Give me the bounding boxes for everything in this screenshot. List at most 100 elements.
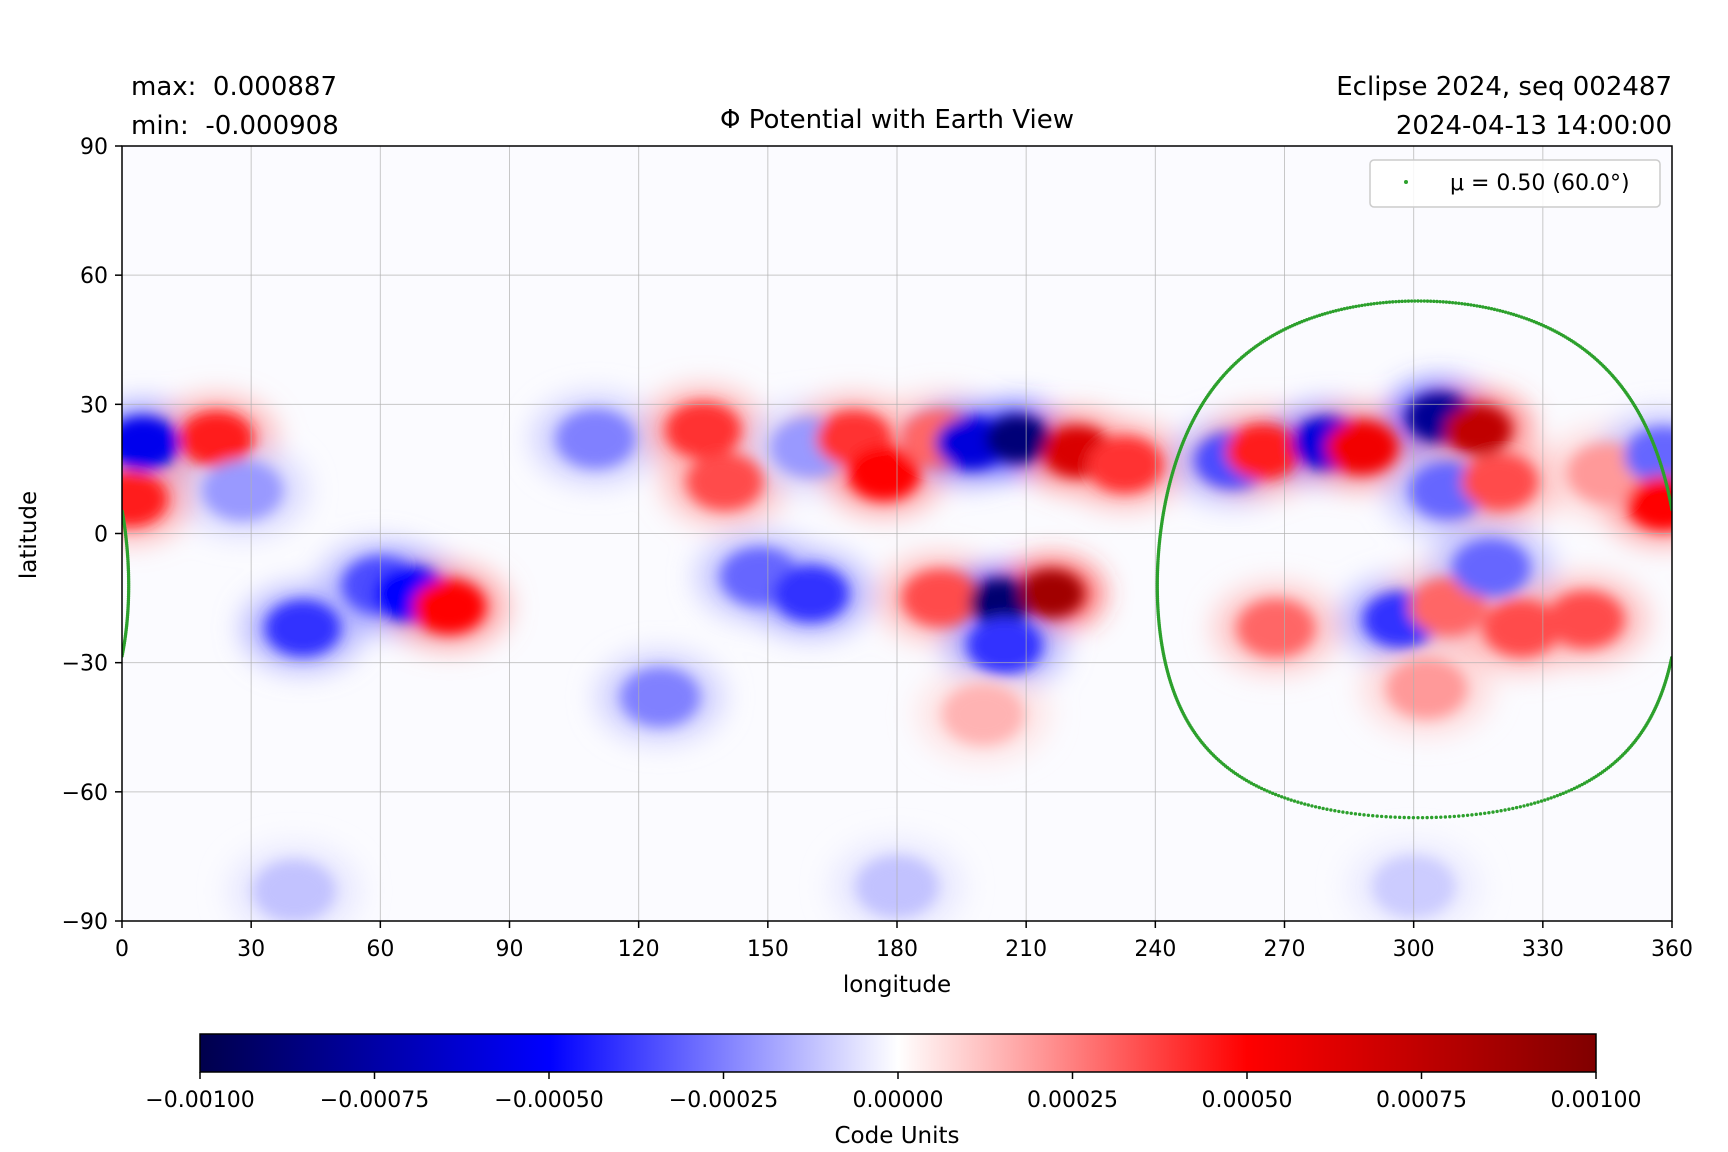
series-point [1337, 308, 1341, 312]
x-tick-label: 330 [1522, 937, 1564, 962]
series-point [1499, 809, 1503, 813]
series-point [1321, 806, 1325, 811]
series-point [1580, 782, 1584, 787]
heatmap-cell [1482, 599, 1560, 658]
series-point [1438, 299, 1442, 304]
heatmap-cell [620, 667, 701, 727]
series-point [1447, 300, 1452, 305]
series-point [1315, 314, 1319, 318]
heatmap-cell [122, 416, 180, 471]
series-point [1486, 306, 1491, 310]
x-tick-label: 240 [1134, 937, 1176, 962]
series-point [1461, 813, 1465, 818]
series-point [1279, 795, 1284, 799]
series-point [1303, 802, 1307, 806]
series-point [1409, 299, 1414, 303]
series-point [1413, 299, 1417, 303]
series-point [1394, 299, 1398, 304]
series-point [1460, 301, 1464, 306]
series-point [1475, 304, 1479, 308]
series-point [1420, 815, 1425, 820]
series-point [1561, 791, 1565, 796]
series-point [1425, 815, 1429, 820]
series-point [1507, 807, 1511, 811]
series-point [1325, 311, 1330, 315]
series-point [1432, 299, 1436, 304]
series-point [1546, 797, 1550, 801]
series-point [1466, 302, 1470, 307]
series-point [1390, 300, 1395, 304]
heatmap-cell [555, 408, 636, 469]
x-tick-label: 180 [876, 937, 918, 962]
heatmap-cell [968, 578, 1032, 626]
series-point [1333, 809, 1337, 813]
run-label: Eclipse 2024, seq 002487 [1336, 72, 1672, 102]
series-point [1286, 797, 1290, 801]
series-point [1511, 806, 1515, 811]
series-point [1575, 785, 1579, 789]
heatmap-cell [122, 471, 168, 527]
y-tick-label: 0 [94, 523, 108, 548]
heatmap-cell [1020, 569, 1084, 618]
max-value-label: max: 0.000887 [131, 72, 337, 102]
heatmap-cell [1547, 590, 1625, 649]
heatmap-cell [665, 401, 742, 459]
heatmap-cell [252, 859, 336, 921]
series-point [1419, 299, 1423, 303]
series-point [1416, 299, 1420, 303]
series-point [1397, 815, 1402, 820]
series-point [1257, 785, 1261, 789]
colorbar-tick-label: 0.00100 [1551, 1088, 1642, 1113]
series-point [1317, 313, 1322, 318]
series-point [1539, 799, 1544, 803]
x-tick-label: 300 [1393, 937, 1435, 962]
x-tick-label: 30 [237, 937, 265, 962]
series-point [1357, 304, 1361, 308]
earth-view-series [122, 299, 1672, 820]
x-tick-label: 120 [618, 937, 660, 962]
series-point [1354, 304, 1358, 309]
series-point [1360, 303, 1364, 308]
x-axis: 0 30 60 90 120 150 180 210 240 270 300 330 360 [115, 921, 1693, 962]
series-point [1310, 316, 1314, 320]
series-point [1388, 815, 1393, 819]
series-point [1463, 302, 1467, 306]
series-point [1342, 307, 1347, 311]
legend-box [1369, 159, 1661, 208]
series-point [1312, 315, 1317, 319]
series-point [1402, 815, 1406, 820]
series-point [1474, 812, 1478, 817]
series-point [1489, 307, 1494, 311]
series-point [1558, 792, 1563, 797]
series-point [1492, 307, 1497, 312]
series-point [1345, 810, 1349, 815]
series-point [1450, 300, 1455, 305]
colorbar-tick-label: 0.00025 [1027, 1088, 1118, 1113]
series-point [1503, 808, 1507, 812]
series-point [1317, 805, 1322, 810]
y-axis-label: latitude [16, 491, 42, 579]
series-point [1491, 810, 1495, 814]
heatmap-cell [1087, 436, 1164, 494]
series-point [1518, 805, 1523, 809]
series-point [1416, 815, 1420, 820]
series-point [1384, 814, 1388, 819]
series-point [1341, 810, 1345, 814]
series-point [1334, 309, 1338, 313]
series-point [1348, 305, 1352, 310]
colorbar-tick-label: −0.00075 [320, 1088, 429, 1113]
colorbar-tick-label: −0.00050 [494, 1088, 603, 1113]
series-point [1478, 812, 1483, 816]
y-tick-label: 90 [80, 135, 108, 160]
series-point [1444, 300, 1449, 304]
series-point [1268, 790, 1272, 794]
series-point [1387, 300, 1392, 304]
x-axis-label: longitude [843, 972, 951, 998]
colorbar-tick-label: −0.00100 [145, 1088, 254, 1113]
series-point [1349, 811, 1353, 815]
series-point [1273, 792, 1278, 797]
series-point [1320, 312, 1324, 317]
series-point [1375, 301, 1379, 306]
timestamp-label: 2024-04-13 14:00:00 [1395, 111, 1672, 141]
